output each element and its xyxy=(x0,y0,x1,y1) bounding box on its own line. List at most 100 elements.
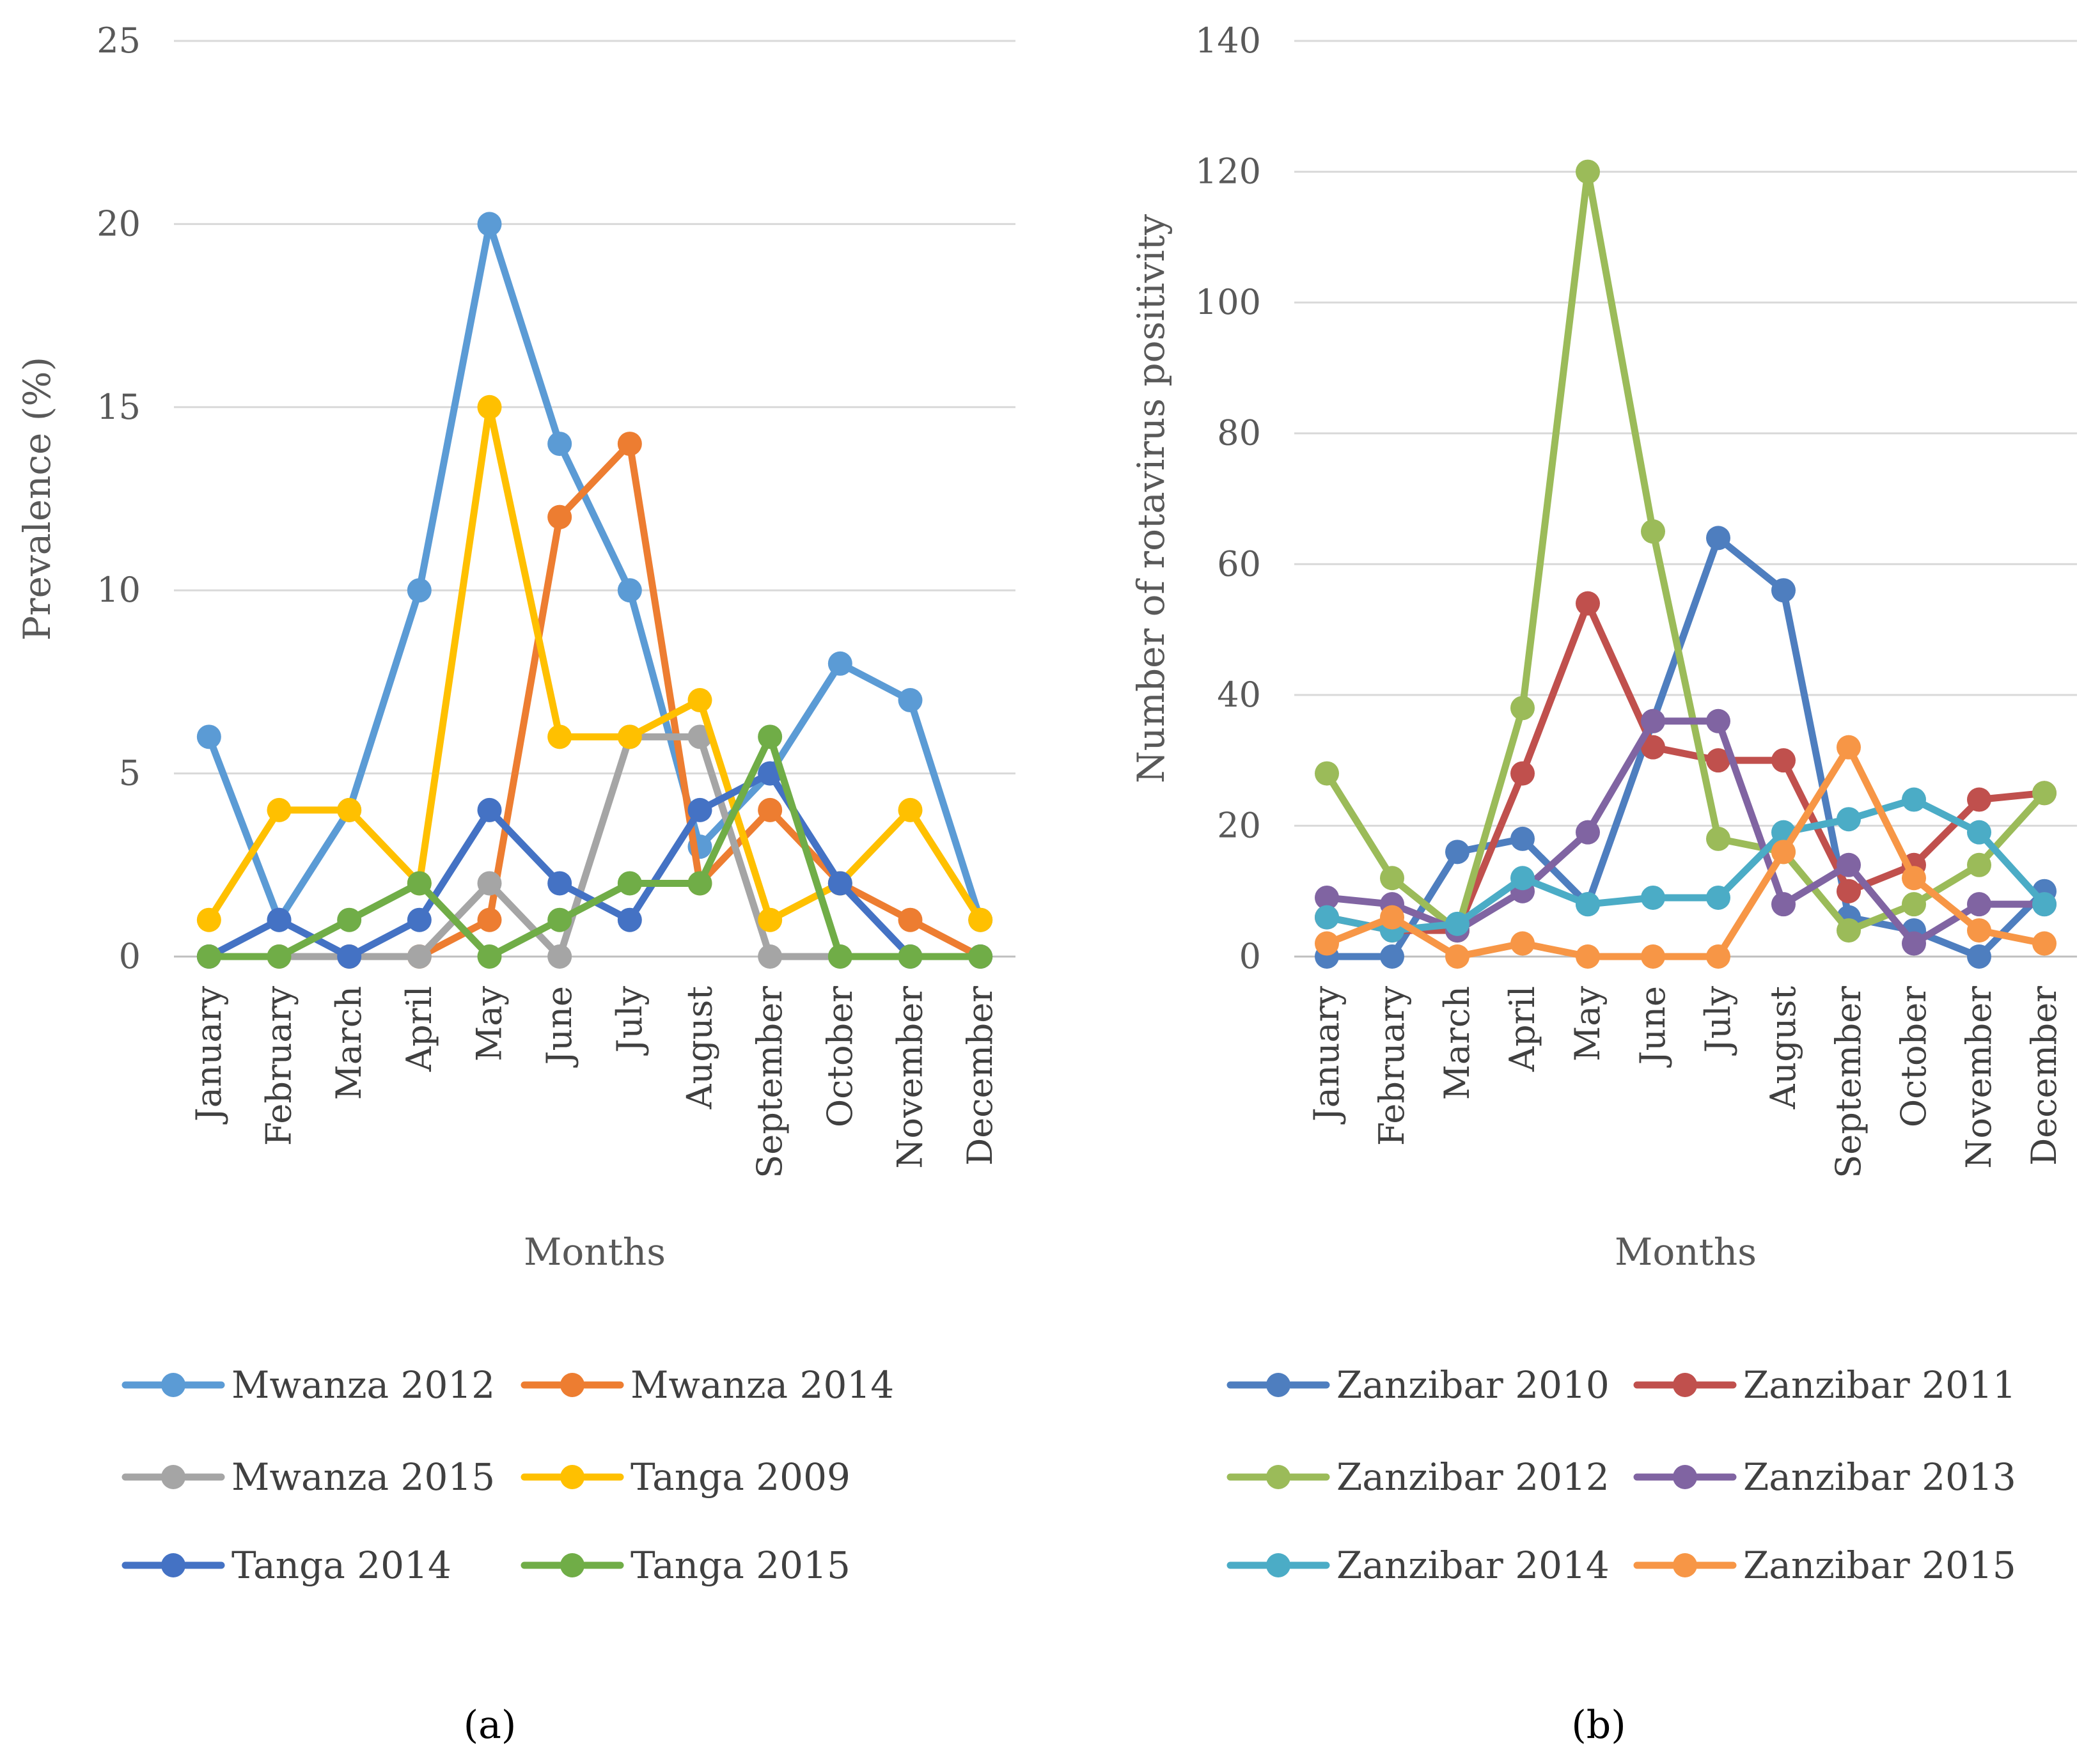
chart-a-data-point xyxy=(617,432,642,457)
chart-a-data-point xyxy=(827,944,852,969)
chart-a-x-tick-label: February xyxy=(259,986,299,1146)
chart-b-data-point xyxy=(1706,526,1730,551)
chart-b-data-point xyxy=(1706,885,1730,910)
chart-b-legend-item: Zanzibar 2013 xyxy=(1633,1455,2016,1499)
chart-b-legend-marker xyxy=(1266,1373,1290,1397)
chart-a-legend-label: Tanga 2014 xyxy=(231,1544,451,1587)
chart-a-x-tick-label: December xyxy=(960,986,1000,1166)
chart-b-y-tick-label: 100 xyxy=(1195,282,1261,322)
chart-a-y-axis-title: Prevalence (%) xyxy=(15,357,59,641)
chart-b-y-tick-label: 0 xyxy=(1239,936,1261,976)
chart-b-data-point xyxy=(1510,866,1535,891)
chart-b-data-point xyxy=(1510,826,1535,851)
chart-b-x-tick-label: September xyxy=(1828,986,1869,1178)
chart-b-data-point xyxy=(1315,761,1339,786)
chart-a-data-point xyxy=(477,395,502,419)
chart-b-data-point xyxy=(1837,918,1861,943)
chart-b-x-tick-label: December xyxy=(2024,986,2064,1166)
chart-b-svg: 0 20 40 60 80 100 120 140 January February March Ap… xyxy=(1129,20,2077,1748)
chart-a-x-tick-label: March xyxy=(329,986,369,1100)
chart-a-y-tick-label: 5 xyxy=(119,753,141,794)
chart-b-data-point xyxy=(1837,807,1861,832)
chart-b-legend-item: Zanzibar 2010 xyxy=(1226,1363,1610,1407)
chart-a-legend-item: Mwanza 2015 xyxy=(121,1455,495,1499)
chart-b-legend-item: Zanzibar 2011 xyxy=(1633,1363,2016,1407)
chart-a-data-point xyxy=(898,907,923,932)
chart-a-data-point xyxy=(407,907,432,932)
chart-a-data-point xyxy=(267,907,292,932)
chart-b-series-line xyxy=(1323,600,2048,934)
chart-b-y-tick-label: 40 xyxy=(1217,675,1261,715)
chart-a-data-point xyxy=(617,724,642,749)
chart-a-data-point xyxy=(687,688,712,713)
chart-b-legend-label: Zanzibar 2015 xyxy=(1743,1544,2016,1587)
chart-a-legend-marker xyxy=(161,1373,185,1397)
chart-a-data-point xyxy=(758,907,783,932)
chart-b-y-tick-label: 140 xyxy=(1195,20,1261,61)
chart-b-data-point xyxy=(1706,944,1730,969)
chart-a-data-point xyxy=(898,944,923,969)
chart-b-data-point xyxy=(1902,931,1926,956)
chart-a-y-tick-label: 20 xyxy=(97,203,141,244)
chart-a-x-tick-label: September xyxy=(749,986,790,1178)
chart-b-data-point xyxy=(1837,879,1861,903)
chart-b-data-point xyxy=(1967,852,1991,877)
chart-b-legend-label: Zanzibar 2010 xyxy=(1336,1363,1610,1407)
chart-b-data-point xyxy=(1641,885,1665,910)
chart-b-data-point xyxy=(1315,931,1339,956)
chart-b-y-tick-label: 60 xyxy=(1217,544,1261,584)
chart-a-data-point xyxy=(337,907,362,932)
chart-a-legend-marker xyxy=(161,1553,185,1577)
chart-a-panel-label: (a) xyxy=(464,1703,517,1748)
chart-a-data-point xyxy=(547,724,572,749)
chart-b-data-point xyxy=(1706,748,1730,773)
chart-b-data-point xyxy=(1641,944,1665,969)
chart-a-data-point xyxy=(687,871,712,896)
chart-a-data-point xyxy=(968,944,993,969)
chart-a-data-point xyxy=(617,578,642,603)
chart-a-data-point xyxy=(758,724,783,749)
chart-b-data-point xyxy=(1576,944,1600,969)
chart-a-data-point xyxy=(898,688,923,713)
chart-a-legend-label: Mwanza 2015 xyxy=(231,1455,495,1499)
chart-a-x-tick-label: May xyxy=(469,986,510,1061)
chart-a-data-point xyxy=(477,944,502,969)
chart-a-x-tick-label: January xyxy=(189,986,229,1125)
chart-b-data-point xyxy=(1445,911,1469,936)
chart-a-data-point xyxy=(407,578,432,603)
chart-b-data-point xyxy=(1380,905,1404,930)
chart-a-x-tick-label: November xyxy=(890,986,930,1169)
chart-b-data-point xyxy=(1902,787,1926,812)
chart-a-x-tick-label: July xyxy=(609,986,650,1056)
chart-b-legend-label: Zanzibar 2014 xyxy=(1336,1544,1610,1587)
chart-b-x-tick-label: January xyxy=(1306,986,1347,1125)
chart-a-data-point xyxy=(477,212,502,237)
chart-b-data-point xyxy=(2032,781,2057,806)
chart-b-x-tick-label: July xyxy=(1698,986,1738,1056)
chart-b-x-tick-label: August xyxy=(1763,986,1803,1110)
chart-b-data-point xyxy=(1576,591,1600,616)
chart-b-legend-item: Zanzibar 2014 xyxy=(1226,1544,1610,1587)
chart-a-legend-marker xyxy=(560,1373,584,1397)
chart-b-data-point xyxy=(1641,735,1665,760)
chart-a-x-tick-label: June xyxy=(539,986,579,1068)
chart-a-legend-label: Mwanza 2014 xyxy=(631,1363,894,1407)
chart-panel-a: 0 5 10 15 20 25 January February March April May Ju… xyxy=(15,20,1015,1748)
chart-b-legend-marker xyxy=(1266,1465,1290,1489)
chart-b-legend-marker xyxy=(1673,1553,1697,1577)
chart-a-y-tick-label: 25 xyxy=(97,20,141,61)
chart-b-data-point xyxy=(1315,885,1339,910)
chart-b-data-point xyxy=(1967,944,1991,969)
chart-b-data-point xyxy=(1967,892,1991,917)
chart-a-legend-marker xyxy=(161,1465,185,1489)
chart-b-data-point xyxy=(1706,708,1730,733)
chart-a-data-point xyxy=(267,797,292,822)
chart-a-data-point xyxy=(337,797,362,822)
chart-a-svg: 0 5 10 15 20 25 January February March April May Ju… xyxy=(15,20,1015,1748)
chart-b-x-tick-label: October xyxy=(1893,986,1934,1127)
chart-panel-b: 0 20 40 60 80 100 120 140 January February March Ap… xyxy=(1050,0,2100,1752)
chart-a-data-point xyxy=(617,871,642,896)
chart-b-x-tick-label: June xyxy=(1633,986,1673,1068)
chart-b-data-point xyxy=(1902,892,1926,917)
chart-a-data-point xyxy=(827,871,852,896)
